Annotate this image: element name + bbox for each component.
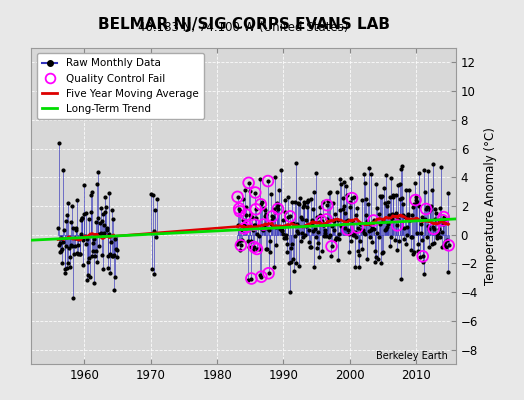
Point <box>259 221 268 228</box>
Point <box>348 195 356 201</box>
Point <box>439 217 447 224</box>
Point <box>393 222 401 228</box>
Point <box>323 202 331 208</box>
Point <box>264 270 272 276</box>
Point <box>274 206 282 212</box>
Point <box>240 225 248 232</box>
Point <box>244 180 253 186</box>
Point <box>343 226 352 233</box>
Point <box>247 275 256 282</box>
Point <box>235 206 244 212</box>
Point <box>250 222 259 228</box>
Point <box>318 218 326 224</box>
Point <box>322 216 331 223</box>
Legend: Raw Monthly Data, Quality Control Fail, Five Year Moving Average, Long-Term Tren: Raw Monthly Data, Quality Control Fail, … <box>37 53 204 119</box>
Point <box>252 206 260 212</box>
Title: BELMAR NJ/SIG CORPS EVANS LAB: BELMAR NJ/SIG CORPS EVANS LAB <box>97 16 390 32</box>
Point <box>286 213 294 220</box>
Point <box>251 189 259 196</box>
Point <box>444 242 453 248</box>
Point <box>411 197 420 203</box>
Point <box>243 224 251 230</box>
Point <box>328 243 336 250</box>
Point <box>236 208 244 214</box>
Point <box>242 212 250 218</box>
Point <box>257 201 265 208</box>
Point <box>422 206 430 212</box>
Text: Berkeley Earth: Berkeley Earth <box>376 351 447 361</box>
Point <box>253 246 261 252</box>
Point <box>233 194 242 200</box>
Point <box>237 242 245 248</box>
Point <box>353 224 362 231</box>
Point <box>264 178 272 184</box>
Point <box>257 274 266 280</box>
Point <box>419 253 427 260</box>
Point <box>369 217 378 224</box>
Text: 40.183 N, 74.100 W (United States): 40.183 N, 74.100 W (United States) <box>138 21 349 34</box>
Point <box>250 244 258 250</box>
Point <box>268 213 277 220</box>
Point <box>440 214 448 220</box>
Y-axis label: Temperature Anomaly (°C): Temperature Anomaly (°C) <box>484 127 497 285</box>
Point <box>430 226 438 232</box>
